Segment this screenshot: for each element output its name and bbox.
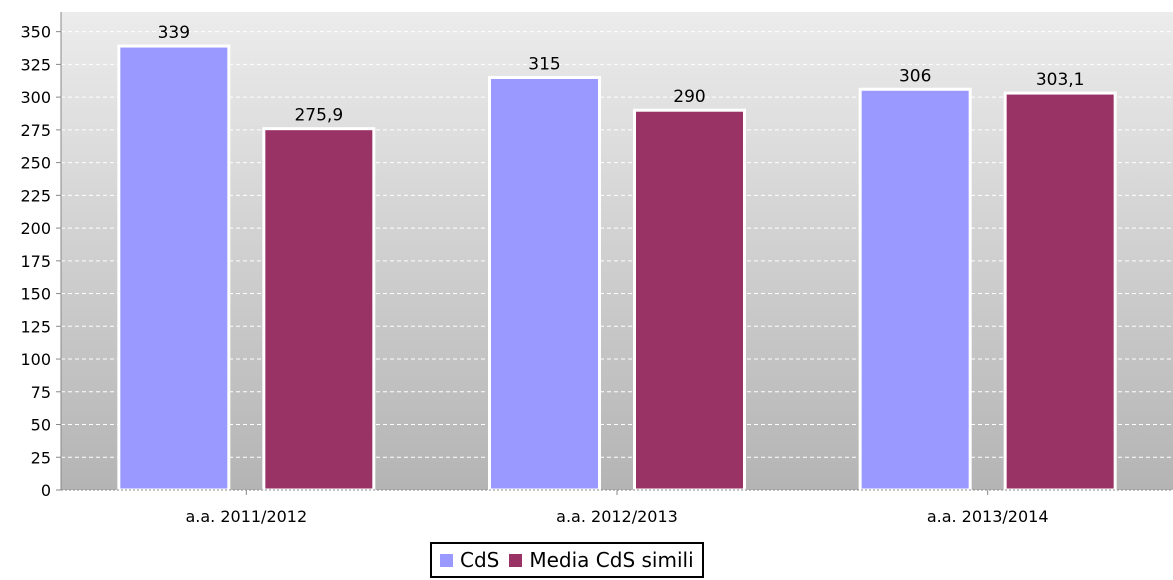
plot-background [61, 12, 1173, 490]
y-tick-label: 300 [20, 88, 51, 107]
bar-media-1 [633, 108, 746, 492]
bar-cds-1 [488, 75, 601, 492]
legend-label-media: Media CdS simili [529, 548, 694, 572]
bar-value-label: 315 [528, 54, 560, 74]
y-tick-label: 0 [41, 481, 51, 500]
y-tick-label: 275 [20, 121, 51, 140]
bar-value-label: 306 [899, 66, 931, 86]
y-tick-label: 200 [20, 219, 51, 238]
y-tick-label: 100 [20, 350, 51, 369]
y-tick-label: 350 [20, 23, 51, 42]
bar-media-0 [262, 127, 376, 492]
y-tick-label: 50 [31, 416, 51, 435]
bar-cds-2 [858, 87, 972, 492]
legend-swatch-media [509, 553, 523, 567]
x-tick-label: a.a. 2011/2012 [185, 507, 307, 526]
bar-value-label: 290 [673, 87, 705, 107]
y-tick-label: 150 [20, 285, 51, 304]
chart-plot: 339 275,9 315 290 306 303,1 0 25 50 75 100 125 150 1… [20, 12, 1173, 526]
bar-cds-0 [117, 44, 231, 492]
bar-value-label: 275,9 [294, 106, 343, 126]
x-tick-label: a.a. 2012/2013 [556, 507, 678, 526]
legend-entry-media: Media CdS simili [509, 548, 694, 572]
y-tick-label: 325 [20, 55, 51, 74]
y-tick-label: 250 [20, 154, 51, 173]
y-tick-label: 225 [20, 186, 51, 205]
legend-entry-cds: CdS [440, 548, 499, 572]
x-tick-label: a.a. 2013/2014 [927, 507, 1049, 526]
y-tick-label: 175 [20, 252, 51, 271]
legend-swatch-cds [440, 553, 453, 567]
legend: CdS Media CdS simili [430, 542, 704, 578]
y-tick-label: 75 [31, 383, 51, 402]
bar-media-2 [1003, 91, 1117, 492]
y-tick-label: 25 [31, 448, 51, 467]
legend-label-cds: CdS [460, 548, 500, 572]
bar-value-label: 339 [158, 23, 190, 43]
bar-value-label: 303,1 [1036, 70, 1085, 90]
y-tick-label: 125 [20, 317, 51, 336]
